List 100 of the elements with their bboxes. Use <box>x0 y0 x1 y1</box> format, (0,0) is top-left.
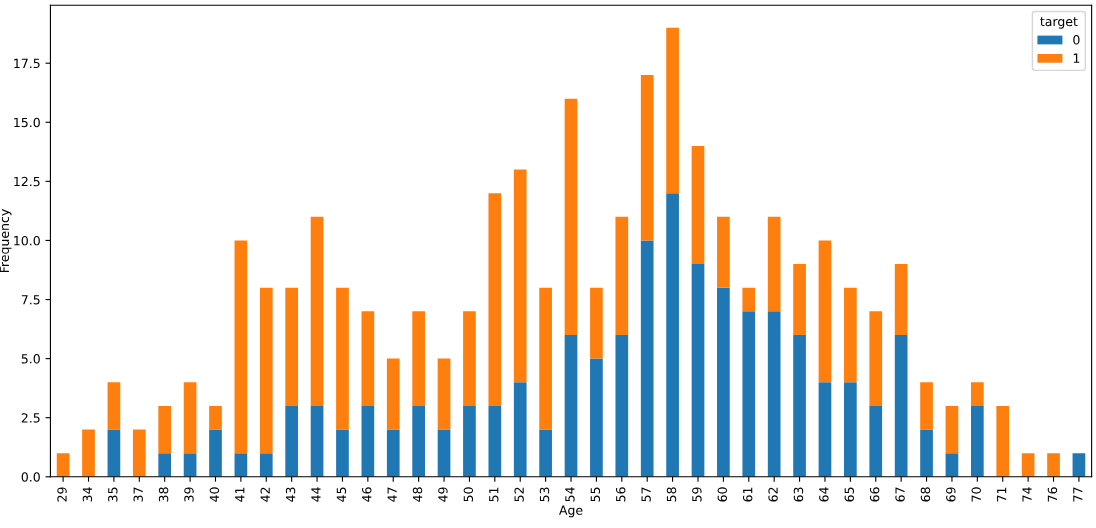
bar <box>513 382 527 477</box>
bar <box>996 405 1010 477</box>
bar <box>513 169 527 383</box>
bar <box>209 429 222 477</box>
x-tick-label: 39 <box>184 487 194 502</box>
bar <box>437 358 451 430</box>
y-tick-label: 17.5 <box>14 58 40 69</box>
x-tick-label: 46 <box>362 487 372 502</box>
bar <box>945 405 959 454</box>
x-tick-label: 60 <box>717 487 728 502</box>
x-tick-label: 65 <box>844 487 854 502</box>
bar <box>361 405 375 477</box>
legend-title: target <box>1040 17 1078 29</box>
x-tick-label: 56 <box>615 487 626 502</box>
bar <box>259 453 273 477</box>
bar <box>640 75 654 241</box>
bar <box>920 382 933 430</box>
bar <box>158 453 172 477</box>
bar <box>412 311 425 406</box>
bar <box>437 429 451 477</box>
x-tick-label: 53 <box>539 487 550 502</box>
x-tick-label: 37 <box>133 487 143 502</box>
bar <box>285 287 299 406</box>
x-tick-label: 41 <box>235 487 245 502</box>
x-tick-label: 61 <box>742 487 753 502</box>
x-tick-label: 66 <box>869 487 880 502</box>
bar <box>310 405 324 477</box>
bar <box>234 453 248 477</box>
bar <box>615 216 629 335</box>
bar <box>869 405 883 477</box>
bar <box>463 405 476 477</box>
bar <box>310 216 324 406</box>
x-tick-label: 54 <box>565 487 575 502</box>
bar <box>386 358 400 430</box>
bar <box>209 405 222 430</box>
bar <box>1047 453 1060 477</box>
bar <box>666 193 679 477</box>
bar <box>590 287 603 359</box>
bar <box>336 287 349 430</box>
bar <box>336 429 349 477</box>
bar <box>793 264 806 335</box>
x-tick-label: 76 <box>1047 487 1058 502</box>
x-tick-label: 43 <box>285 487 296 502</box>
bar <box>183 382 197 454</box>
x-tick-label: 47 <box>387 487 397 502</box>
x-tick-label: 63 <box>793 487 804 502</box>
bar <box>793 334 806 477</box>
x-tick-label: 40 <box>209 487 220 502</box>
x-tick-label: 42 <box>260 487 270 502</box>
bar <box>945 453 959 477</box>
bar <box>539 429 552 477</box>
y-tick-label: 15.0 <box>14 117 40 128</box>
y-tick-label: 7.5 <box>21 295 40 305</box>
legend-label: 1 <box>1073 53 1080 63</box>
bar <box>970 382 984 406</box>
bar <box>691 264 705 477</box>
y-tick-label: 12.5 <box>14 176 40 187</box>
x-tick-label: 34 <box>82 487 93 502</box>
x-tick-label: 29 <box>57 487 67 502</box>
bar <box>1072 453 1086 477</box>
bar <box>361 311 375 406</box>
bar <box>234 240 248 454</box>
x-tick-label: 69 <box>946 487 956 502</box>
x-tick-label: 62 <box>768 487 778 502</box>
bar <box>259 287 273 454</box>
x-tick-label: 59 <box>692 487 702 502</box>
x-tick-label: 71 <box>997 487 1007 502</box>
x-tick-label: 70 <box>971 487 981 502</box>
bar <box>691 145 705 265</box>
bar <box>183 453 197 477</box>
x-tick-label: 77 <box>1073 487 1083 502</box>
bar <box>539 287 552 430</box>
x-tick-label: 48 <box>412 487 423 502</box>
bar <box>412 405 425 477</box>
x-axis-title: Age <box>559 505 583 518</box>
bar <box>56 453 70 477</box>
x-tick-label: 51 <box>489 487 499 502</box>
bar <box>488 193 502 406</box>
y-tick-label: 5.0 <box>21 354 40 364</box>
bar <box>818 240 832 383</box>
x-tick-label: 58 <box>666 487 677 502</box>
bar <box>894 264 908 335</box>
x-tick-label: 57 <box>641 487 651 502</box>
x-tick-label: 68 <box>920 487 931 502</box>
x-tick-label: 74 <box>1022 487 1032 502</box>
x-tick-label: 55 <box>590 487 601 502</box>
y-tick-label: 2.5 <box>21 413 40 423</box>
bar <box>818 382 832 477</box>
bar <box>920 429 933 477</box>
bar <box>158 405 172 454</box>
y-tick-label: 0.0 <box>21 472 40 482</box>
bar <box>894 334 908 477</box>
bar <box>640 240 654 477</box>
bar <box>844 382 857 477</box>
bar <box>717 287 730 477</box>
x-tick-label: 50 <box>463 487 474 502</box>
bar <box>590 358 603 477</box>
bar <box>463 311 476 406</box>
x-tick-label: 52 <box>514 487 524 502</box>
x-tick-label: 35 <box>108 487 118 502</box>
